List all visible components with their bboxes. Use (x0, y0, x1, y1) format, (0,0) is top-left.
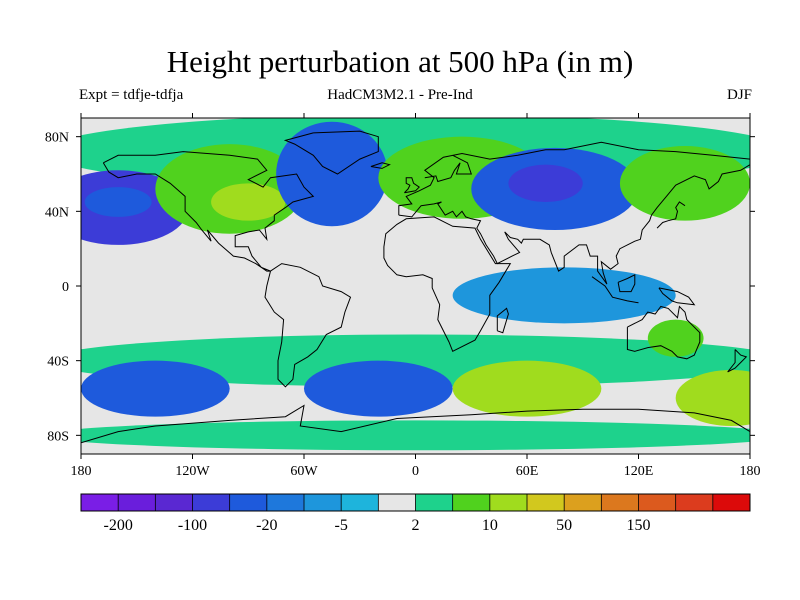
coastline-0 (102, 151, 315, 272)
colorbar-swatch (601, 494, 639, 511)
colorbar-swatch (527, 494, 565, 511)
colorbar-swatch (155, 494, 193, 511)
colorbar-label: -20 (256, 517, 277, 534)
field-feature-9 (452, 267, 676, 324)
x-tick-label: 180 (71, 464, 92, 479)
coastline-15 (81, 404, 750, 444)
coastline-16 (370, 162, 391, 169)
colorbar-swatch (712, 494, 751, 511)
colorbar-swatch (118, 494, 156, 511)
perturbation-field (81, 118, 750, 451)
coastline-10 (591, 276, 639, 304)
colorbar-swatch (229, 494, 268, 511)
colorbar-swatch (638, 494, 676, 511)
y-tick-label: 80S (47, 429, 69, 444)
field-feature-3 (211, 183, 286, 221)
colorbar-swatch (452, 494, 491, 511)
field-feature-14 (452, 360, 602, 417)
y-tick-label: 80N (45, 131, 69, 146)
plot-title: Height perturbation at 500 hPa (in m) (166, 44, 634, 79)
coastline-12 (658, 287, 696, 306)
colorbar-label: -100 (178, 517, 207, 534)
colorbar-label: -5 (335, 517, 348, 534)
colorbar-label: 50 (556, 517, 572, 534)
y-tick-label: 40N (45, 205, 69, 220)
map-panel (80, 117, 751, 455)
season-label: DJF (726, 87, 752, 103)
y-tick-label: 0 (62, 280, 69, 295)
colorbar-label: 150 (627, 517, 651, 534)
field-feature-11 (81, 360, 230, 417)
colorbar-frame (80, 493, 751, 512)
colorbar-swatch (304, 494, 342, 511)
field-feature-8 (619, 146, 750, 221)
colorbar-swatch (415, 494, 453, 511)
coastline-14 (727, 349, 748, 373)
colorbar-swatch (341, 494, 379, 511)
colorbar-label: -200 (104, 517, 133, 534)
x-tick-label: 60E (516, 464, 539, 479)
coastline-6 (404, 177, 420, 194)
coastline-1 (283, 130, 379, 175)
coastline-3 (383, 216, 512, 352)
coastline-5 (398, 164, 750, 285)
coastline-2 (264, 263, 352, 388)
field-band-2 (81, 420, 750, 451)
coastline-9 (656, 201, 686, 229)
colorbar-swatch (564, 494, 602, 511)
field-feature-10 (647, 319, 704, 357)
x-tick-label: 120W (175, 464, 210, 479)
x-tick-label: 180 (740, 464, 761, 479)
field-feature-7 (508, 164, 583, 202)
colorbar-swatch (489, 494, 528, 511)
coastlines (81, 130, 750, 444)
x-tick-label: 120E (624, 464, 654, 479)
coastline-13 (496, 307, 509, 334)
colorbar-swatch (81, 494, 119, 511)
colorbar-label: 2 (412, 517, 420, 534)
colorbar-swatch (266, 494, 305, 511)
y-tick-label: 40S (47, 355, 69, 370)
experiment-label: Expt = tdfje-tdfja (79, 87, 184, 103)
field-feature-13 (304, 360, 453, 417)
coastline-4 (398, 141, 750, 216)
field-feature-4 (276, 121, 388, 227)
x-axis: 180 120W 60W 0 60E 120E 180 (71, 113, 761, 479)
colorbar-swatch (378, 494, 416, 511)
colorbar-label: 10 (482, 517, 498, 534)
field-feature-12 (675, 370, 750, 426)
colorbar-swatch (192, 494, 230, 511)
coastline-7 (424, 154, 472, 183)
colorbar: -200 -100 -20 -5 2 10 50 150 (80, 493, 751, 534)
coastline-8 (626, 305, 701, 360)
coastline-11 (617, 273, 636, 293)
colorbar-swatch (675, 494, 714, 511)
x-tick-label: 60W (290, 464, 318, 479)
x-tick-label: 0 (412, 464, 419, 479)
field-feature-1 (84, 187, 152, 217)
y-axis: 80N 40N 0 40S 80S (45, 131, 755, 444)
model-label: HadCM3M2.1 - Pre-Ind (327, 87, 473, 103)
